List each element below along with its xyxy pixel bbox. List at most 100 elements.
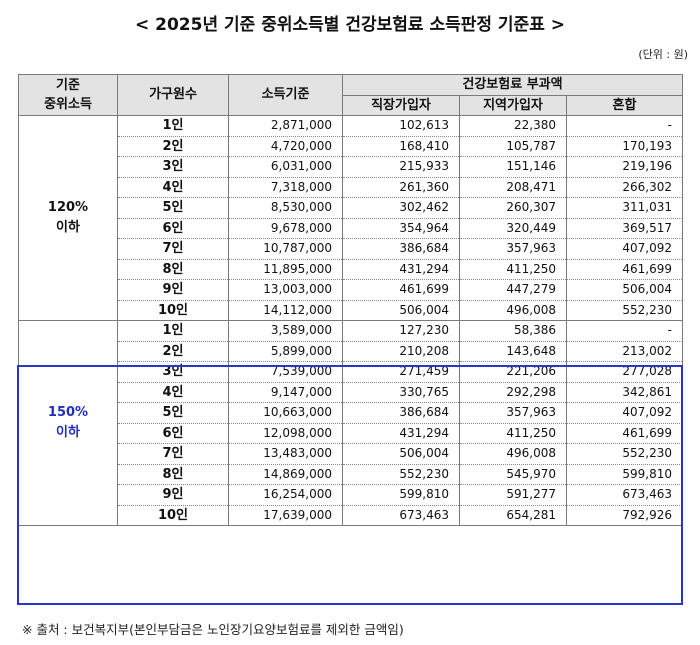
employee-cell: 506,004 — [342, 300, 460, 321]
regional-cell: 357,963 — [459, 402, 567, 424]
income-cell: 9,147,000 — [228, 382, 343, 403]
unit-label: (단위 : 원) — [638, 48, 688, 61]
income-cell: 16,254,000 — [228, 484, 343, 506]
header-household: 가구원수 — [117, 74, 229, 116]
household-cell: 7인 — [117, 443, 229, 465]
income-cell: 13,003,000 — [228, 279, 343, 301]
mixed-cell: 461,699 — [565, 423, 684, 444]
household-cell: 8인 — [117, 259, 229, 280]
household-cell: 2인 — [117, 341, 229, 362]
employee-cell: 461,699 — [342, 279, 460, 301]
regional-cell: 447,279 — [459, 279, 567, 301]
income-cell: 10,787,000 — [228, 238, 343, 260]
income-cell: 17,639,000 — [228, 505, 343, 526]
table-row: 5인 10,663,000 386,684 357,963 407,092 — [19, 402, 684, 424]
table-row: 4인 9,147,000 330,765 292,298 342,861 — [19, 382, 684, 403]
mixed-cell: 552,230 — [565, 443, 684, 465]
household-cell: 3인 — [117, 156, 229, 178]
household-cell: 4인 — [117, 177, 229, 198]
income-cell: 8,530,000 — [228, 197, 343, 219]
mixed-cell: 552,230 — [565, 300, 684, 321]
regional-cell: 221,206 — [459, 361, 567, 383]
regional-cell: 58,386 — [459, 320, 567, 342]
regional-cell: 143,648 — [459, 341, 567, 362]
table-row: 8인 11,895,000 431,294 411,250 461,699 — [19, 259, 684, 280]
income-cell: 5,899,000 — [228, 341, 343, 362]
table-row: 7인 13,483,000 506,004 496,008 552,230 — [19, 443, 684, 465]
income-cell: 2,871,000 — [228, 115, 343, 137]
income-cell: 9,678,000 — [228, 218, 343, 239]
table-row: 4인 7,318,000 261,360 208,471 266,302 — [19, 177, 684, 198]
employee-cell: 330,765 — [342, 382, 460, 403]
mixed-cell: 792,926 — [565, 505, 684, 526]
table-row: 5인 8,530,000 302,462 260,307 311,031 — [19, 197, 684, 219]
income-cell: 4,720,000 — [228, 136, 343, 157]
employee-cell: 210,208 — [342, 341, 460, 362]
household-cell: 9인 — [117, 484, 229, 506]
table-row: 6인 9,678,000 354,964 320,449 369,517 — [19, 218, 684, 239]
employee-cell: 386,684 — [342, 238, 460, 260]
page-title: < 2025년 기준 중위소득별 건강보험료 소득판정 기준표 > — [134, 15, 566, 35]
mixed-cell: 599,810 — [565, 464, 684, 485]
household-cell: 5인 — [117, 197, 229, 219]
employee-cell: 168,410 — [342, 136, 460, 157]
regional-cell: 105,787 — [459, 136, 567, 157]
employee-cell: 261,360 — [342, 177, 460, 198]
household-cell: 4인 — [117, 382, 229, 403]
mixed-cell: 407,092 — [565, 402, 684, 424]
employee-cell: 552,230 — [342, 464, 460, 485]
household-cell: 3인 — [117, 361, 229, 383]
regional-cell: 22,380 — [459, 115, 567, 137]
household-cell: 6인 — [117, 218, 229, 239]
household-cell: 1인 — [117, 115, 229, 137]
header-premium: 건강보험료 부과액 — [341, 74, 684, 96]
table-row: 3인 7,539,000 271,459 221,206 277,028 — [19, 361, 684, 383]
header-mixed: 혼합 — [565, 94, 684, 116]
table-row: 2인 5,899,000 210,208 143,648 213,002 — [19, 341, 684, 362]
group-label: 150% 이하 — [18, 320, 118, 526]
household-cell: 10인 — [117, 505, 229, 526]
regional-cell: 411,250 — [459, 423, 567, 444]
household-cell: 10인 — [117, 300, 229, 321]
mixed-cell: 213,002 — [565, 341, 684, 362]
income-cell: 14,869,000 — [228, 464, 343, 485]
employee-cell: 215,933 — [342, 156, 460, 178]
income-cell: 11,895,000 — [228, 259, 343, 280]
income-cell: 12,098,000 — [228, 423, 343, 444]
mixed-cell: 369,517 — [565, 218, 684, 239]
regional-cell: 151,146 — [459, 156, 567, 178]
table-row: 10인 14,112,000 506,004 496,008 552,230 — [19, 300, 684, 321]
income-cell: 10,663,000 — [228, 402, 343, 424]
household-cell: 8인 — [117, 464, 229, 485]
mixed-cell: 219,196 — [565, 156, 684, 178]
regional-cell: 654,281 — [459, 505, 567, 526]
household-cell: 9인 — [117, 279, 229, 301]
table-row: 10인 17,639,000 673,463 654,281 792,926 — [19, 505, 684, 526]
income-cell: 3,589,000 — [228, 320, 343, 342]
income-cell: 6,031,000 — [228, 156, 343, 178]
employee-cell: 102,613 — [342, 115, 460, 137]
regional-cell: 292,298 — [459, 382, 567, 403]
employee-cell: 431,294 — [342, 423, 460, 444]
mixed-cell: - — [565, 320, 684, 342]
mixed-cell: 461,699 — [565, 259, 684, 280]
table-row: 2인 4,720,000 168,410 105,787 170,193 — [19, 136, 684, 157]
employee-cell: 354,964 — [342, 218, 460, 239]
mixed-cell: 407,092 — [565, 238, 684, 260]
mixed-cell: - — [565, 115, 684, 137]
income-cell: 7,539,000 — [228, 361, 343, 383]
regional-cell: 496,008 — [459, 443, 567, 465]
household-cell: 7인 — [117, 238, 229, 260]
employee-cell: 302,462 — [342, 197, 460, 219]
header-income: 소득기준 — [228, 74, 343, 116]
income-cell: 13,483,000 — [228, 443, 343, 465]
mixed-cell: 506,004 — [565, 279, 684, 301]
regional-cell: 357,963 — [459, 238, 567, 260]
employee-cell: 506,004 — [342, 443, 460, 465]
employee-cell: 271,459 — [342, 361, 460, 383]
regional-cell: 208,471 — [459, 177, 567, 198]
table-row: 7인 10,787,000 386,684 357,963 407,092 — [19, 238, 684, 260]
mixed-cell: 342,861 — [565, 382, 684, 403]
group-label: 120% 이하 — [18, 115, 118, 321]
income-criteria-table: 기준 중위소득 가구원수 소득기준 건강보험료 부과액 직장가입자 지역가입자 … — [18, 74, 684, 526]
